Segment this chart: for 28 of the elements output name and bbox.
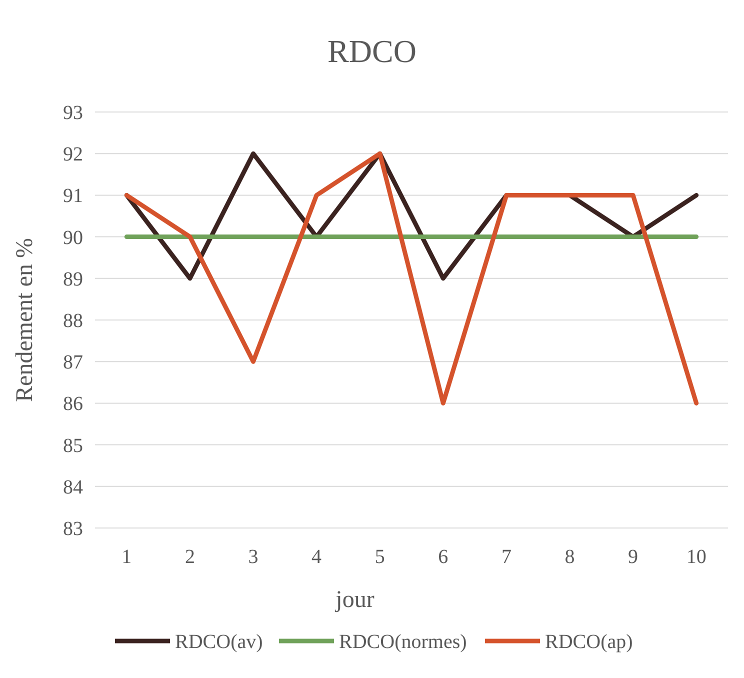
y-tick-label: 92 [63, 144, 83, 166]
chart-title: RDCO [328, 33, 416, 69]
x-tick-label: 6 [438, 546, 448, 568]
line-series [124, 151, 699, 406]
x-tick-label: 8 [564, 546, 575, 568]
x-tick-label: 5 [374, 546, 385, 568]
x-tick-label: 1 [122, 546, 132, 568]
y-tick-label: 89 [63, 268, 83, 290]
y-tick-label: 83 [63, 518, 83, 540]
legend-label: RDCO(normes) [339, 631, 467, 653]
y-tick-label: 90 [63, 226, 83, 249]
y-tick-label: 93 [63, 102, 83, 124]
y-tick-label: 87 [63, 352, 83, 374]
x-tick-label: 3 [248, 546, 258, 568]
y-axis-title: Rendement en % [12, 238, 38, 402]
x-tick-label: 7 [501, 546, 512, 568]
x-tick-label: 10 [686, 546, 706, 568]
x-tick-label: 9 [628, 546, 638, 568]
y-tick-label: 88 [63, 310, 83, 332]
x-tick-label: 2 [184, 546, 195, 568]
y-tick-label: 85 [63, 434, 83, 457]
legend-label: RDCO(av) [175, 631, 263, 653]
x-axis-title: jour [334, 587, 374, 613]
y-tick-label: 86 [63, 393, 83, 416]
y-tick-label: 84 [63, 476, 83, 498]
x-tick-label: 4 [312, 546, 322, 568]
legend-label: RDCO(ap) [545, 631, 633, 653]
y-tick-label: 91 [63, 185, 83, 208]
